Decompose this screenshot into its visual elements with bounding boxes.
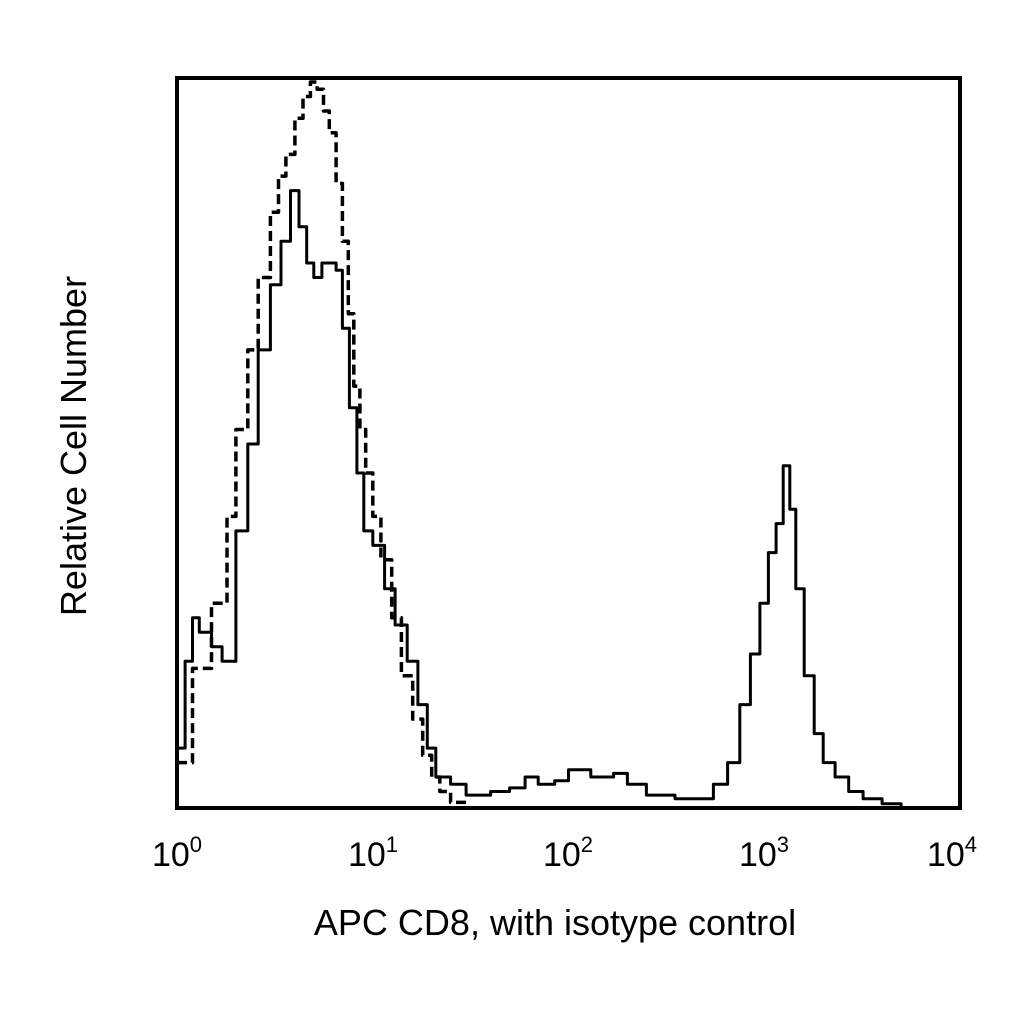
series-solid-cd8 [177,189,903,806]
x-axis-title: APC CD8, with isotype control [314,902,796,943]
x-tick-label-3: 103 [739,832,789,874]
x-tick-label-0: 100 [152,832,202,874]
plot-frame [175,76,962,810]
y-axis-title: Relative Cell Number [53,276,94,616]
x-tick-label-4: 104 [927,832,977,874]
x-tick-label-1: 101 [348,832,398,874]
x-axis-ticks: 100 101 102 103 104 [152,832,977,874]
plot-area [175,76,962,810]
x-tick-label-2: 102 [543,832,593,874]
series-dashed-isotype [177,80,468,806]
